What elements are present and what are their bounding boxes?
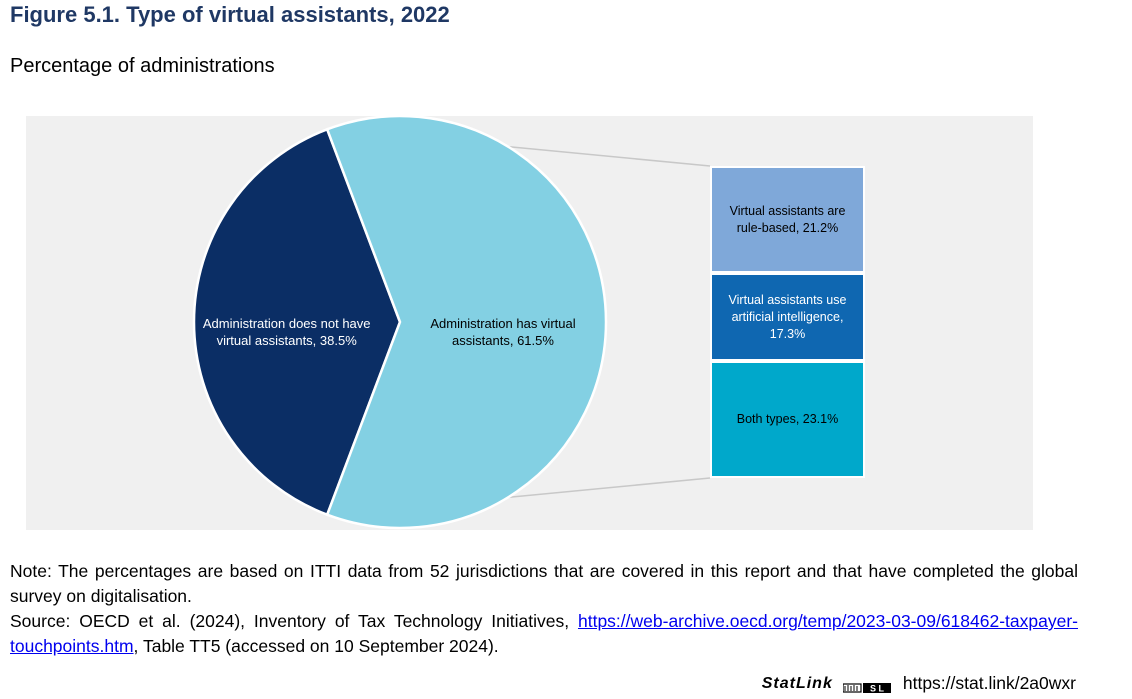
statlink-brand: StatLink bbox=[761, 674, 833, 692]
pie-slice-has-virtual-assistants bbox=[325, 114, 608, 530]
source-text: Source: OECD et al. (2024), Inventory of… bbox=[10, 609, 1078, 659]
statlink-logo-icon: S L bbox=[842, 678, 893, 693]
pie-slice-no-virtual-assistants bbox=[192, 127, 402, 517]
pie-label-no-virtual-assistants: Administration does not have virtual ass… bbox=[202, 316, 371, 349]
source-prefix: Source: OECD et al. (2024), Inventory of… bbox=[10, 611, 578, 631]
bar-segment-rule-based-label: Virtual assistants are rule-based, 21.2% bbox=[729, 203, 846, 235]
figure-note: Note: The percentages are based on ITTI … bbox=[10, 559, 1078, 659]
source-link[interactable]: https://web-archive.oecd.org/temp/2023-0… bbox=[10, 611, 1078, 656]
bar-segment-rule-based: Virtual assistants are rule-based, 21.2% bbox=[710, 166, 865, 274]
bar-segment-artificial-intelligence-label: Virtual assistants use artificial intell… bbox=[728, 292, 847, 341]
pie-label-has-virtual-assistants: Administration has virtual assistants, 6… bbox=[430, 316, 576, 349]
statlink-url[interactable]: https://stat.link/2a0wxr bbox=[902, 673, 1076, 693]
bar-segment-both-types-label: Both types, 23.1% bbox=[736, 412, 839, 426]
figure-title: Figure 5.1. Type of virtual assistants, … bbox=[10, 2, 450, 27]
statlink: StatLink S L https://stat.link/2a0wxr bbox=[762, 673, 1076, 694]
figure-subtitle: Percentage of administrations bbox=[10, 55, 275, 77]
source-suffix: , Table TT5 (accessed on 10 September 20… bbox=[133, 636, 499, 656]
note-text: Note: The percentages are based on ITTI … bbox=[10, 561, 1078, 606]
svg-text:S L: S L bbox=[870, 683, 885, 693]
bar-segment-artificial-intelligence: Virtual assistants use artificial intell… bbox=[710, 273, 865, 361]
bar-segment-both-types: Both types, 23.1% bbox=[710, 361, 865, 478]
